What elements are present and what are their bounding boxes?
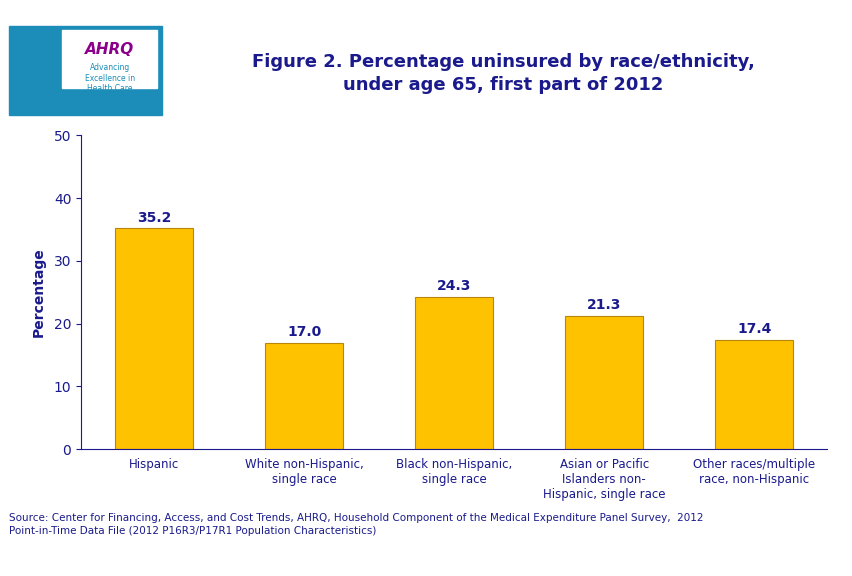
Text: 17.0: 17.0: [286, 325, 321, 339]
Bar: [415, 297, 492, 449]
Text: Figure 2. Percentage uninsured by race/ethnicity,
under age 65, first part of 20: Figure 2. Percentage uninsured by race/e…: [251, 52, 754, 94]
Text: 17.4: 17.4: [736, 322, 771, 336]
Text: 24.3: 24.3: [436, 279, 471, 293]
FancyBboxPatch shape: [9, 26, 162, 115]
Text: 21.3: 21.3: [586, 298, 621, 312]
Bar: [715, 340, 792, 449]
Y-axis label: Percentage: Percentage: [32, 248, 45, 337]
Text: Source: Center for Financing, Access, and Cost Trends, AHRQ, Household Component: Source: Center for Financing, Access, an…: [9, 513, 702, 536]
FancyBboxPatch shape: [62, 31, 158, 89]
Text: AHRQ: AHRQ: [85, 42, 135, 57]
Bar: [565, 316, 642, 449]
Bar: [265, 343, 343, 449]
Text: 35.2: 35.2: [136, 210, 171, 225]
Text: Advancing
Excellence in
Health Care: Advancing Excellence in Health Care: [84, 63, 135, 93]
Bar: [115, 228, 193, 449]
